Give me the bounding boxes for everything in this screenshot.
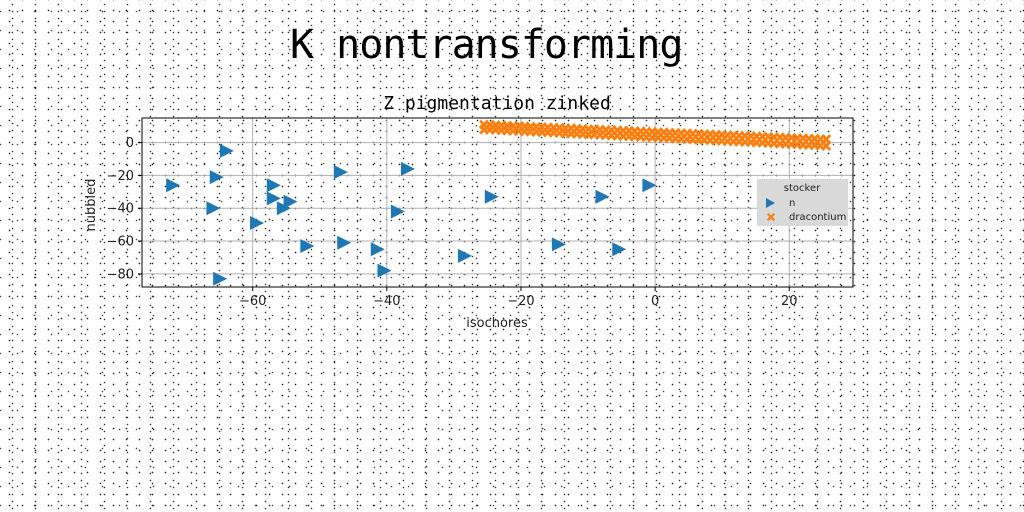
point-n	[266, 178, 281, 193]
y-tick-label: −60	[107, 235, 134, 250]
y-axis: 0 −20 −40 −60 −80	[107, 136, 142, 282]
data-marks	[166, 119, 832, 286]
plot-area	[141, 117, 854, 288]
point-n	[457, 248, 472, 263]
legend-label-n: n	[789, 198, 795, 209]
point-n	[484, 189, 499, 204]
x-tick-label: −20	[507, 294, 534, 309]
figure-title: K nontransforming	[290, 22, 683, 68]
point-n	[370, 242, 385, 257]
point-n	[166, 178, 181, 193]
point-n	[595, 189, 610, 204]
point-n	[209, 170, 224, 185]
point-n	[206, 201, 221, 216]
chart-title: Z pigmentation zinked	[383, 93, 611, 114]
x-axis: −60 −40 −20 0 20	[239, 287, 798, 309]
point-n	[642, 178, 657, 193]
point-n	[219, 143, 234, 158]
y-tick-label: −80	[107, 267, 134, 282]
legend-label-dracontium: dracontium	[789, 212, 846, 223]
x-tick-label: −40	[373, 294, 400, 309]
y-axis-label: nubbled	[84, 179, 99, 232]
point-n	[337, 235, 352, 250]
legend: stocker n dracontium	[757, 179, 848, 226]
legend-title: stocker	[784, 183, 821, 194]
y-tick-label: 0	[126, 136, 134, 151]
x-tick-label: 20	[781, 294, 798, 309]
point-n	[250, 216, 265, 231]
point-n	[300, 238, 315, 253]
y-tick-label: −20	[107, 169, 134, 184]
point-n	[266, 191, 281, 206]
x-tick-label: −60	[239, 294, 266, 309]
point-dracontium	[821, 140, 832, 151]
legend-marker-n	[766, 198, 775, 208]
y-tick-label: −40	[107, 202, 134, 217]
x-tick-label: 0	[651, 294, 659, 309]
point-n	[333, 165, 348, 180]
point-n	[377, 263, 392, 278]
point-n	[400, 161, 415, 176]
point-n	[390, 204, 405, 219]
point-n	[213, 271, 228, 286]
legend-marker-dracontium	[767, 213, 775, 221]
point-n	[283, 194, 298, 209]
point-n	[551, 237, 566, 252]
x-axis-label: isochores	[466, 316, 528, 331]
point-n	[612, 242, 627, 257]
